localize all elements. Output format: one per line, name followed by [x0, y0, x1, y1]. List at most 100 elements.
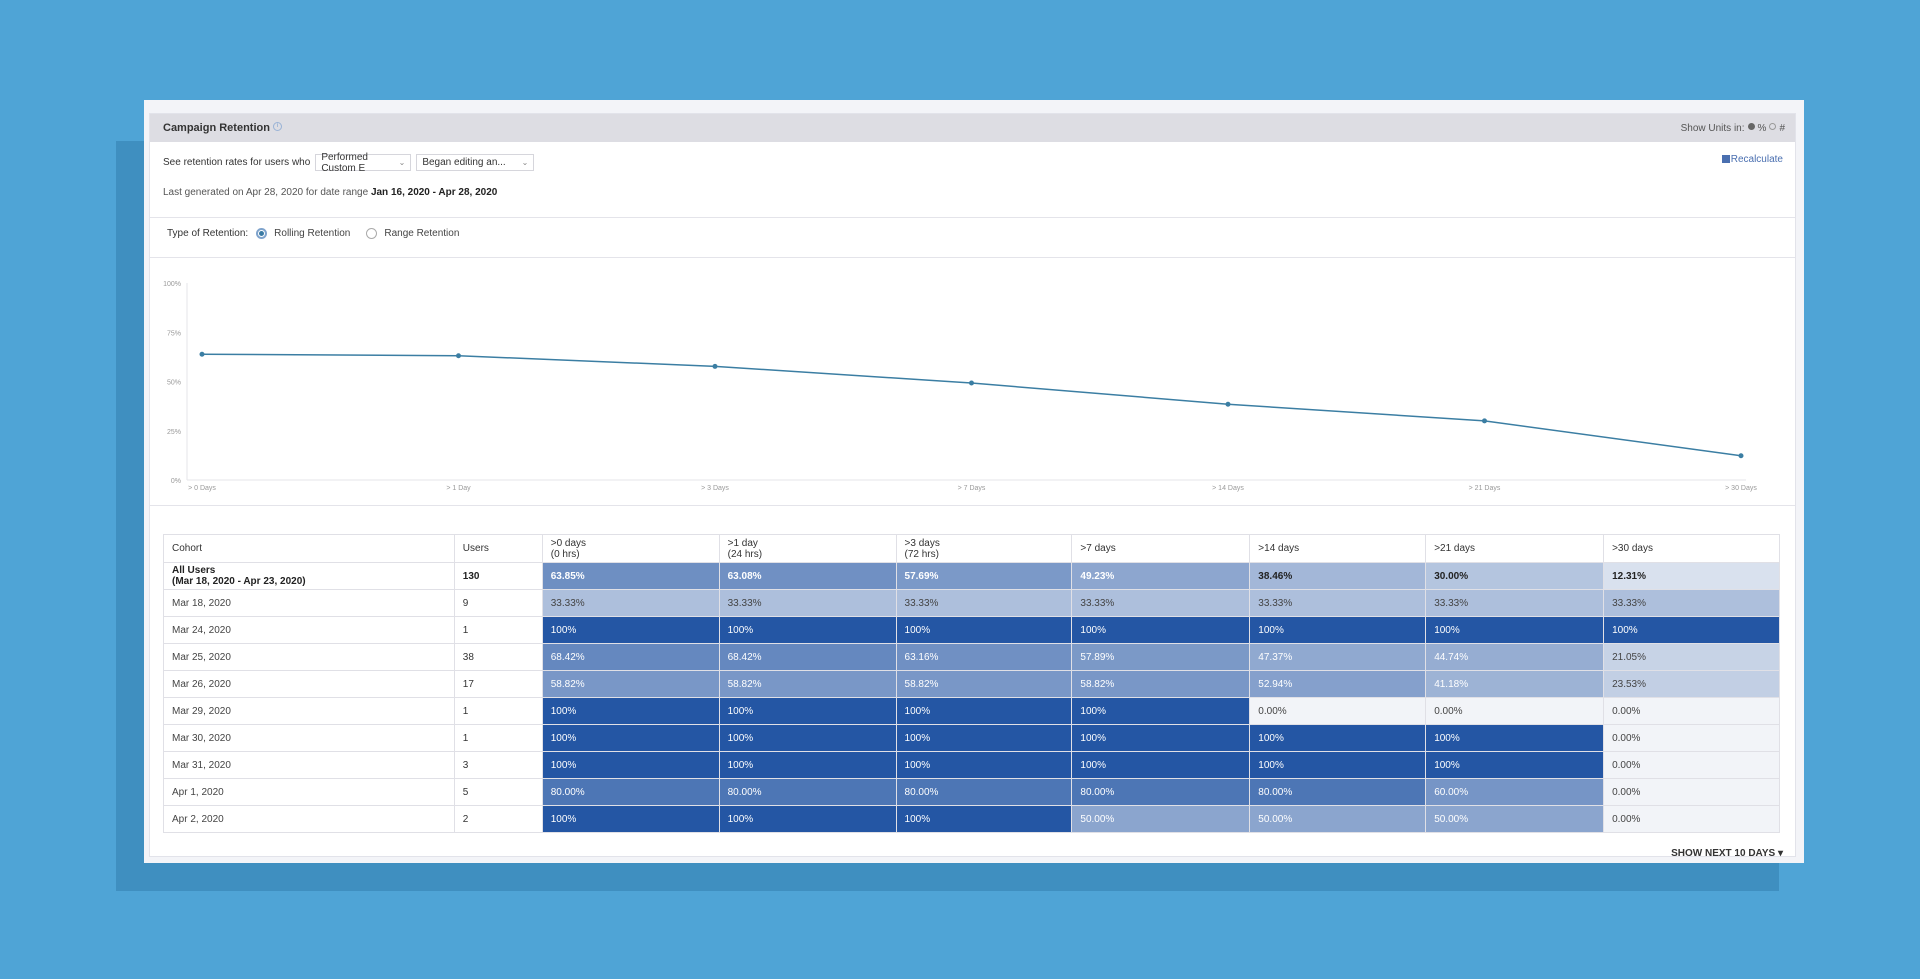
- table-row: All Users (Mar 18, 2020 - Apr 23, 2020) 13…: [163, 562, 1780, 590]
- retention-cell: 21.05%: [1603, 643, 1780, 671]
- cohort-cell: All Users (Mar 18, 2020 - Apr 23, 2020): [163, 562, 455, 590]
- retention-cell: 100%: [1249, 616, 1427, 644]
- table-row: Mar 26, 2020 17 58.82% 58.82% 58.82% 58.82% 52…: [163, 670, 1780, 698]
- chevron-down-icon: ⌄: [398, 158, 406, 167]
- cohort-cell: Mar 26, 2020: [163, 670, 455, 698]
- table-row: Mar 30, 2020 1 100% 100% 100% 100% 100% 100% 0.0…: [163, 724, 1780, 752]
- retention-cell: 68.42%: [718, 643, 897, 671]
- y-tick-label: 50%: [167, 380, 181, 387]
- x-tick-label: > 7 Days: [958, 485, 986, 492]
- show-next-10-days-button[interactable]: SHOW NEXT 10 DAYS ▾: [1671, 848, 1783, 859]
- data-point: [969, 380, 974, 386]
- column-header: >3 days (72 hrs): [895, 534, 1073, 563]
- event-name-select[interactable]: Began editing an... ⌄: [416, 154, 535, 171]
- filter-row: See retention rates for users who Perfor…: [163, 152, 535, 174]
- table-row: Apr 1, 2020 5 80.00% 80.00% 80.00% 80.00% 80.0…: [163, 778, 1780, 806]
- retention-cell: 63.08%: [718, 562, 897, 590]
- users-cell: 5: [453, 778, 543, 806]
- data-point: [1482, 418, 1487, 424]
- retention-type-row: Type of Retention: Rolling Retention Ran…: [167, 228, 460, 239]
- table-row: Mar 18, 2020 9 33.33% 33.33% 33.33% 33.33% 33.…: [163, 589, 1780, 617]
- x-tick-label: > 30 Days: [1725, 485, 1757, 492]
- date-range: Jan 16, 2020 - Apr 28, 2020: [370, 187, 498, 198]
- rolling-retention-radio[interactable]: [256, 228, 268, 239]
- range-retention-radio[interactable]: [366, 228, 378, 239]
- retention-cell: 68.42%: [541, 643, 720, 671]
- table-row: Mar 24, 2020 1 100% 100% 100% 100% 100% 100% 100…: [163, 616, 1780, 644]
- retention-cell: 58.82%: [1071, 670, 1251, 698]
- column-header: >14 days: [1249, 534, 1427, 563]
- x-tick-label: > 3 Days: [701, 485, 729, 492]
- retention-cell: 100%: [718, 751, 897, 779]
- retention-cell: 50.00%: [1071, 805, 1251, 833]
- retention-cell: 33.33%: [1425, 589, 1605, 617]
- retention-cell: 100%: [895, 805, 1073, 833]
- retention-cell: 100%: [541, 697, 720, 725]
- retention-cell: 33.33%: [1603, 589, 1780, 617]
- event-type-select[interactable]: Performed Custom E ⌄: [315, 152, 412, 174]
- retention-cell: 33.33%: [895, 589, 1073, 617]
- retention-cell: 100%: [541, 724, 720, 752]
- cohort-cell: Mar 30, 2020: [163, 724, 455, 752]
- retention-cell: 100%: [541, 805, 720, 833]
- panel-header: Campaign Retention i Show Units in:% #: [150, 114, 1795, 142]
- table-row: Mar 25, 2020 38 68.42% 68.42% 63.16% 57.89% 47…: [163, 643, 1780, 671]
- retention-cell: 33.33%: [541, 589, 720, 617]
- table-row: Mar 31, 2020 3 100% 100% 100% 100% 100% 100% 0.0…: [163, 751, 1780, 779]
- y-tick-label: 75%: [167, 330, 181, 337]
- retention-cell: 57.89%: [1071, 643, 1251, 671]
- retention-cell: 60.00%: [1425, 778, 1605, 806]
- column-header: >30 days: [1603, 534, 1780, 563]
- unit-percent-radio[interactable]: [1747, 123, 1755, 130]
- retention-cell: 100%: [718, 805, 897, 833]
- divider: [150, 217, 1795, 218]
- chevron-down-icon: ⌄: [521, 158, 529, 167]
- retention-cell: 100%: [895, 724, 1073, 752]
- retention-cell: 100%: [541, 616, 720, 644]
- users-cell: 17: [453, 670, 543, 698]
- retention-cell: 100%: [1071, 724, 1251, 752]
- retention-cell: 100%: [541, 751, 720, 779]
- retention-cell: 100%: [718, 616, 897, 644]
- retention-cell: 100%: [1603, 616, 1780, 644]
- retention-cell: 57.69%: [895, 562, 1073, 590]
- retention-cell: 63.85%: [541, 562, 720, 590]
- data-point: [456, 353, 461, 359]
- cohort-cell: Apr 2, 2020: [163, 805, 455, 833]
- retention-cell: 0.00%: [1603, 751, 1780, 779]
- x-tick-label: > 21 Days: [1469, 485, 1501, 492]
- retention-cell: 100%: [718, 697, 897, 725]
- column-header: >7 days: [1071, 534, 1251, 563]
- retention-cell: 100%: [1071, 697, 1251, 725]
- unit-count-radio[interactable]: [1769, 123, 1777, 130]
- users-cell: 130: [453, 562, 543, 590]
- card: Campaign Retention i Show Units in:% # See…: [144, 100, 1804, 863]
- cohort-cell: Mar 25, 2020: [163, 643, 455, 671]
- column-header: >21 days: [1425, 534, 1605, 563]
- retention-cell: 100%: [895, 697, 1073, 725]
- retention-cell: 50.00%: [1425, 805, 1605, 833]
- last-generated-text: Last generated on Apr 28, 2020 for date …: [163, 187, 498, 198]
- x-tick-label: > 14 Days: [1212, 485, 1244, 492]
- retention-cell: 100%: [718, 724, 897, 752]
- column-header: Cohort: [163, 534, 455, 563]
- retention-cell: 12.31%: [1603, 562, 1780, 590]
- cohort-cell: Mar 18, 2020: [163, 589, 455, 617]
- users-cell: 2: [453, 805, 543, 833]
- y-tick-label: 100%: [163, 281, 181, 288]
- retention-cell: 100%: [1425, 724, 1605, 752]
- calculator-icon: [1721, 155, 1730, 163]
- retention-cell: 0.00%: [1603, 805, 1780, 833]
- data-point: [199, 351, 205, 357]
- y-tick-label: 0%: [171, 478, 181, 485]
- column-header: >0 days (0 hrs): [541, 534, 720, 563]
- y-tick-label: 25%: [167, 429, 181, 436]
- users-cell: 1: [453, 616, 543, 644]
- retention-cell: 33.33%: [718, 589, 897, 617]
- recalculate-button[interactable]: Recalculate: [1721, 154, 1783, 165]
- table-row: Apr 2, 2020 2 100% 100% 100% 50.00% 50.00% 50.0…: [163, 805, 1780, 833]
- data-point: [712, 363, 718, 369]
- divider: [150, 257, 1795, 258]
- retention-cell: 100%: [1425, 751, 1605, 779]
- info-circle-icon[interactable]: i: [272, 122, 282, 131]
